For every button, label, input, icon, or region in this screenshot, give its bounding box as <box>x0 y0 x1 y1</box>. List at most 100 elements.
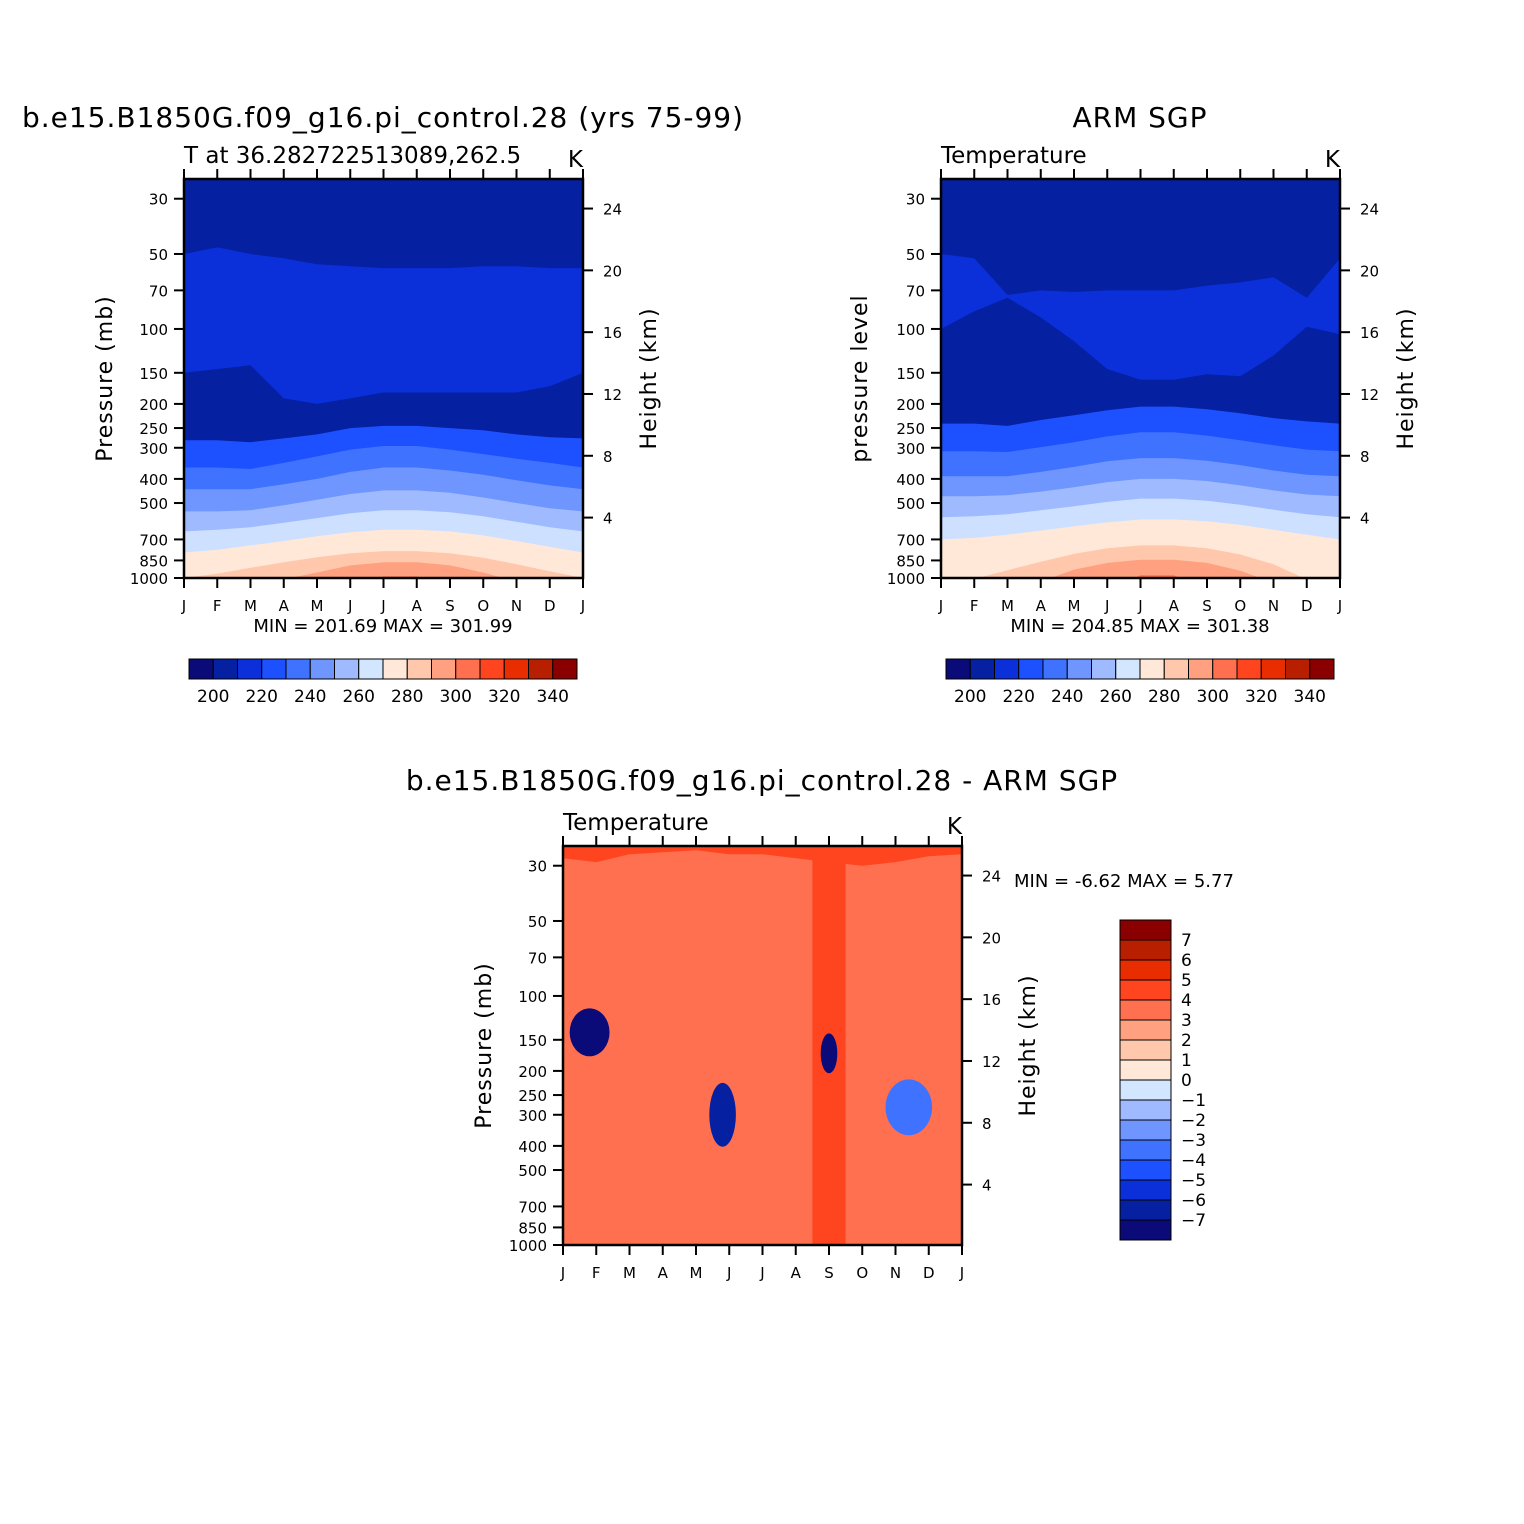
x-tick-label: O <box>1234 597 1246 615</box>
x-tick-label: M <box>311 597 324 615</box>
colorbar-swatch <box>237 658 263 680</box>
colorbar-label: 3 <box>1181 1011 1192 1031</box>
colorbar-swatch <box>1119 1119 1172 1141</box>
height-tick-label: 20 <box>1360 262 1379 280</box>
height-tick-label: 4 <box>982 1177 992 1195</box>
x-tick-label: J <box>347 597 352 615</box>
x-tick-label: J <box>1104 597 1109 615</box>
colorbar-label: 220 <box>246 687 278 707</box>
colorbar-swatch <box>528 658 554 680</box>
x-tick-label: M <box>623 1264 636 1282</box>
y-tick-label: 250 <box>139 420 168 438</box>
panel-subtitle-right: K <box>1325 147 1341 173</box>
colorbar-swatch <box>1163 658 1189 680</box>
colorbar-swatch <box>1188 658 1214 680</box>
x-tick-label: D <box>923 1264 935 1282</box>
colorbar-swatch <box>1285 658 1311 680</box>
y-tick-label: 1000 <box>509 1237 547 1255</box>
colorbar-swatch <box>1212 658 1238 680</box>
colorbar-swatch <box>1119 1179 1172 1201</box>
x-tick-label: A <box>658 1264 669 1282</box>
y-tick-label: 250 <box>518 1087 547 1105</box>
contour-blob <box>820 1033 838 1074</box>
colorbar-swatch <box>212 658 238 680</box>
panel-arm-sgp: J F M A M J J A S O N D J 30 50 70 100 150 200 250 300 400 500… <box>848 101 1419 707</box>
height-tick-label: 8 <box>603 448 613 466</box>
y-tick-label: 400 <box>896 471 925 489</box>
colorbar-swatch <box>1119 1099 1172 1121</box>
y-tick-label: 700 <box>518 1198 547 1216</box>
y-axis-label-left: Pressure (mb) <box>93 295 118 462</box>
colorbar-swatch <box>1119 1199 1172 1221</box>
colorbar-swatch <box>406 658 432 680</box>
colorbar-swatch <box>1119 1059 1172 1081</box>
height-tick-label: 24 <box>603 201 622 219</box>
colorbar-swatch <box>382 658 408 680</box>
colorbar-swatch <box>1119 939 1172 961</box>
colorbar-label: −4 <box>1181 1151 1206 1171</box>
colorbar-label: −7 <box>1181 1211 1206 1231</box>
colorbar-label: −5 <box>1181 1171 1206 1191</box>
y-tick-label: 30 <box>528 858 547 876</box>
min-max-stats: MIN = -6.62 MAX = 5.77 <box>1014 871 1234 892</box>
height-tick-label: 12 <box>603 386 622 404</box>
y-tick-label: 100 <box>518 988 547 1006</box>
panel-title: b.e15.B1850G.f09_g16.pi_control.28 (yrs … <box>22 101 744 134</box>
y-tick-label: 30 <box>906 191 925 209</box>
colorbar-label: 0 <box>1181 1071 1192 1091</box>
height-tick-label: 24 <box>1360 201 1379 219</box>
colorbar-swatch <box>1119 1039 1172 1061</box>
panel-subtitle-left: Temperature <box>562 810 709 836</box>
x-tick-label: J <box>560 1264 565 1282</box>
colorbar-label: 7 <box>1181 931 1192 951</box>
y-tick-label: 300 <box>896 440 925 458</box>
colorbar-swatch <box>479 658 505 680</box>
x-tick-label: J <box>726 1264 731 1282</box>
x-tick-label: J <box>1337 597 1342 615</box>
colorbar-swatch <box>431 658 457 680</box>
colorbar-label: 260 <box>1100 687 1132 707</box>
panel-subtitle-left: Temperature <box>940 143 1087 169</box>
colorbar-swatch <box>455 658 481 680</box>
contour-field <box>184 179 583 578</box>
colorbar-swatch <box>969 658 995 680</box>
panel-subtitle-right: K <box>568 147 584 173</box>
contour-region <box>563 850 962 1245</box>
x-tick-label: J <box>959 1264 964 1282</box>
y-tick-label: 100 <box>896 321 925 339</box>
x-tick-label: D <box>544 597 556 615</box>
y-axis-label-left: pressure level <box>848 294 873 462</box>
colorbar-swatch <box>1236 658 1262 680</box>
y-tick-label: 200 <box>139 396 168 414</box>
x-tick-label: M <box>1001 597 1014 615</box>
contour-region <box>1050 559 1261 578</box>
y-axis-label-left: Pressure (mb) <box>472 962 497 1129</box>
colorbar-label: 2 <box>1181 1031 1192 1051</box>
x-tick-label: A <box>279 597 290 615</box>
colorbar-swatch <box>1119 1159 1172 1181</box>
y-tick-label: 150 <box>896 365 925 383</box>
x-tick-label: J <box>580 597 585 615</box>
colorbar-label: 300 <box>440 687 472 707</box>
contour-field <box>563 846 962 1245</box>
x-tick-label: S <box>1202 597 1212 615</box>
x-tick-label: O <box>477 597 489 615</box>
height-tick-label: 4 <box>603 510 613 528</box>
y-tick-label: 30 <box>149 191 168 209</box>
colorbar-swatch <box>994 658 1020 680</box>
contour-field <box>941 179 1340 578</box>
colorbar-swatch <box>1119 999 1172 1021</box>
colorbar-swatch <box>1119 1079 1172 1101</box>
colorbar-label: −2 <box>1181 1111 1206 1131</box>
min-max-stats: MIN = 204.85 MAX = 301.38 <box>1010 616 1269 637</box>
y-tick-label: 100 <box>139 321 168 339</box>
panel-subtitle-left: T at 36.282722513089,262.5 <box>183 143 521 169</box>
colorbar-swatch <box>1119 1019 1172 1041</box>
colorbar-swatch <box>1119 919 1172 941</box>
colorbar-swatch <box>334 658 360 680</box>
colorbar-swatch <box>1042 658 1068 680</box>
height-tick-label: 8 <box>982 1115 992 1133</box>
y-tick-label: 300 <box>139 440 168 458</box>
panel-title: ARM SGP <box>1072 101 1207 134</box>
colorbar-swatch <box>945 658 971 680</box>
